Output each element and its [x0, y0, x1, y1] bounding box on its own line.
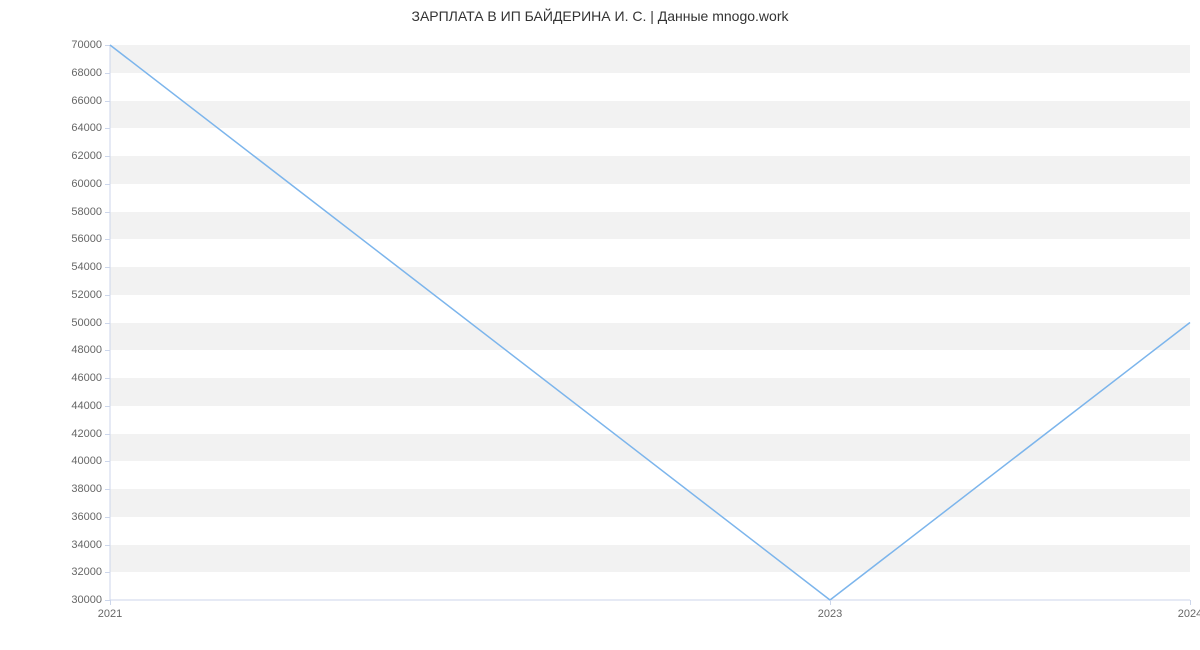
y-axis-label: 32000: [4, 566, 102, 578]
x-axis-label: 2021: [98, 608, 122, 620]
x-tick: [830, 600, 831, 605]
x-tick: [1190, 600, 1191, 605]
y-axis-label: 38000: [4, 483, 102, 495]
x-tick: [110, 600, 111, 605]
y-axis-label: 44000: [4, 400, 102, 412]
y-axis-label: 36000: [4, 511, 102, 523]
salary-chart: ЗАРПЛАТА В ИП БАЙДЕРИНА И. С. | Данные m…: [0, 0, 1200, 650]
y-axis-label: 40000: [4, 455, 102, 467]
y-axis-label: 62000: [4, 150, 102, 162]
y-axis-label: 58000: [4, 206, 102, 218]
y-axis-label: 48000: [4, 344, 102, 356]
y-axis-label: 42000: [4, 428, 102, 440]
y-axis-label: 66000: [4, 95, 102, 107]
chart-title: ЗАРПЛАТА В ИП БАЙДЕРИНА И. С. | Данные m…: [0, 8, 1200, 24]
y-axis-label: 70000: [4, 39, 102, 51]
y-axis-label: 50000: [4, 317, 102, 329]
series-line: [110, 45, 1190, 600]
y-axis-label: 56000: [4, 233, 102, 245]
y-axis-label: 54000: [4, 261, 102, 273]
x-axis-label: 2023: [818, 608, 842, 620]
y-axis-label: 30000: [4, 594, 102, 606]
y-axis-label: 68000: [4, 67, 102, 79]
plot-area: [110, 45, 1190, 600]
y-axis-label: 52000: [4, 289, 102, 301]
y-axis-label: 46000: [4, 372, 102, 384]
y-axis-label: 34000: [4, 539, 102, 551]
y-axis-label: 64000: [4, 122, 102, 134]
y-axis-label: 60000: [4, 178, 102, 190]
x-axis-label: 2024: [1178, 608, 1200, 620]
